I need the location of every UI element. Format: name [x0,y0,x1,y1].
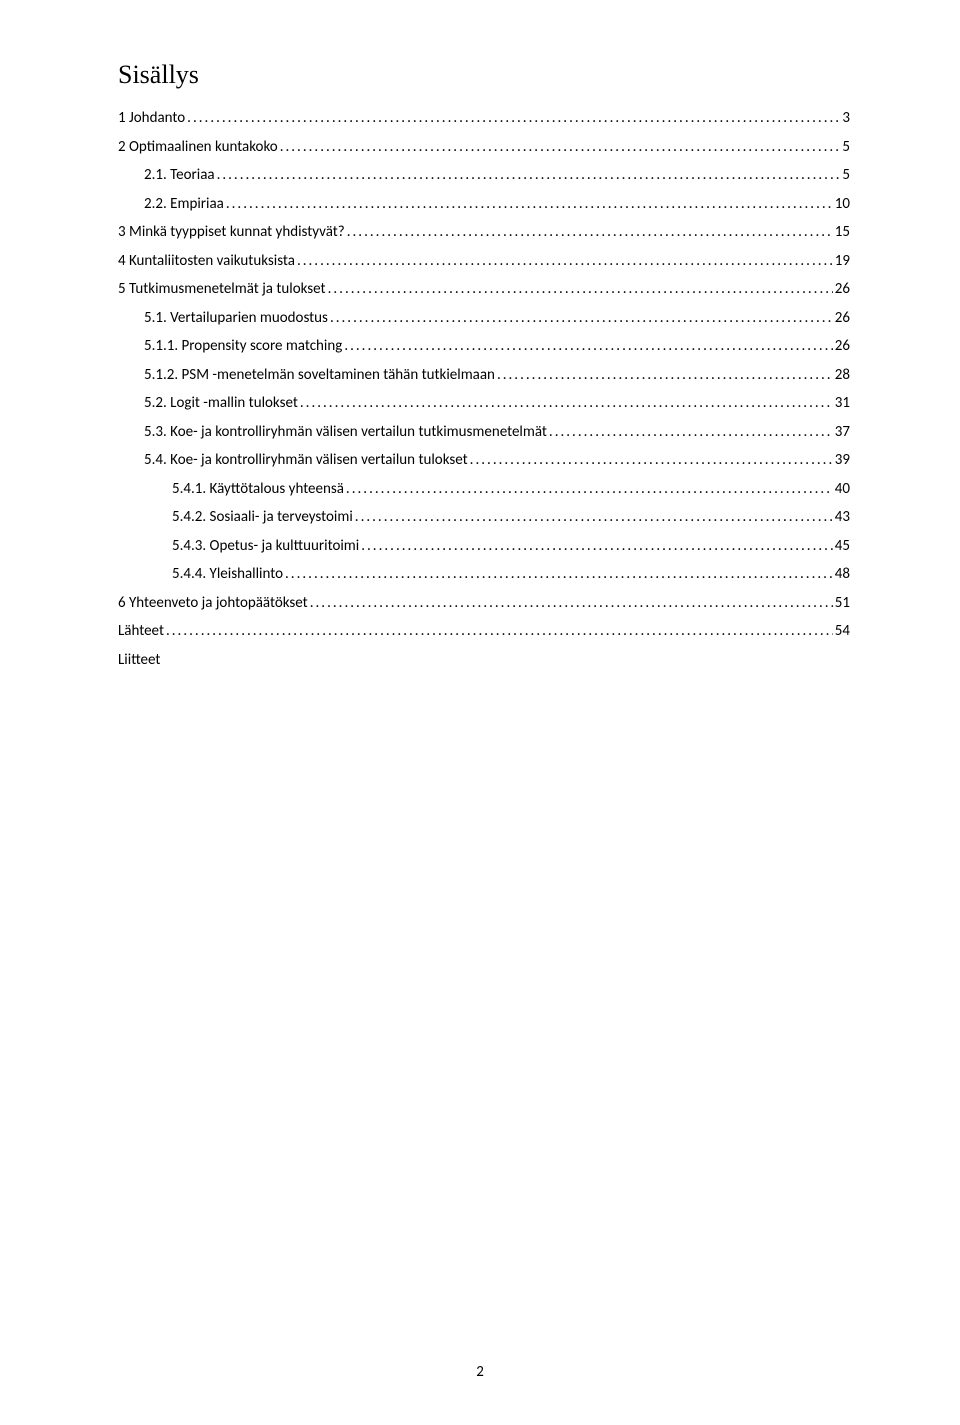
toc-leader-dots [295,247,833,276]
document-page: Sisällys 1 Johdanto32 Optimaalinen kunta… [0,0,960,1425]
toc-entry-label: 5.4. Koe- ja kontrolliryhmän välisen ver… [144,446,468,475]
toc-entry[interactable]: 1 Johdanto 3 [118,104,850,133]
toc-entry-label: 5.4.3. Opetus- ja kulttuuritoimi [172,532,359,561]
toc-entry-label: 5.1. Vertailuparien muodostus [144,304,328,333]
toc-leader-dots [342,332,832,361]
toc-entry[interactable]: 5.2. Logit -mallin tulokset 31 [144,389,850,418]
toc-leader-dots [468,446,833,475]
toc-entry-page: 26 [833,332,850,361]
toc-entry-page: 37 [833,418,850,447]
toc-leader-dots [344,475,833,504]
toc-entry[interactable]: Lähteet 54 [118,617,850,646]
page-title: Sisällys [118,60,850,90]
toc-entry[interactable]: 5.4.3. Opetus- ja kulttuuritoimi 45 [172,532,850,561]
toc-entry[interactable]: 5.4.4. Yleishallinto 48 [172,560,850,589]
toc-entry-page: 5 [840,133,850,162]
toc-entry[interactable]: 5.3. Koe- ja kontrolliryhmän välisen ver… [144,418,850,447]
toc-entry-page: 5 [840,161,850,190]
toc-entry-label: 5.1.1. Propensity score matching [144,332,342,361]
toc-entry-page: 54 [833,617,850,646]
toc-entry-page: 39 [833,446,850,475]
page-number: 2 [0,1363,960,1381]
toc-entry[interactable]: 5 Tutkimusmenetelmät ja tulokset 26 [118,275,850,304]
toc-entry-label: 4 Kuntaliitosten vaikutuksista [118,247,295,276]
toc-entry[interactable]: 5.1. Vertailuparien muodostus 26 [144,304,850,333]
toc-entry-page: 48 [833,560,850,589]
toc-entry-label: Lähteet [118,617,164,646]
toc-entry-page: 26 [833,275,850,304]
toc-leader-dots [278,133,841,162]
toc-entry-page: 19 [833,247,850,276]
toc-leader-dots [298,389,833,418]
toc-entry-page: 10 [833,190,850,219]
toc-entry-label: 5 Tutkimusmenetelmät ja tulokset [118,275,326,304]
toc-entry-label: 2.1. Teoriaa [144,161,215,190]
toc-leader-dots [547,418,833,447]
toc-leader-dots [164,617,833,646]
toc-entry[interactable]: 5.1.2. PSM -menetelmän soveltaminen tähä… [144,361,850,390]
table-of-contents: 1 Johdanto32 Optimaalinen kuntakoko52.1.… [118,104,850,674]
toc-entry[interactable]: 6 Yhteenveto ja johtopäätökset 51 [118,589,850,618]
toc-entry[interactable]: 2 Optimaalinen kuntakoko 5 [118,133,850,162]
toc-leader-dots [328,304,833,333]
toc-entry-page: 45 [833,532,850,561]
toc-entry-label: 5.4.2. Sosiaali- ja terveystoimi [172,503,353,532]
toc-entry-page: 43 [833,503,850,532]
toc-entry-page: 40 [833,475,850,504]
toc-entry-page: 28 [833,361,850,390]
toc-entry-label: Liitteet [118,646,160,675]
toc-leader-dots [185,104,840,133]
toc-entry-page: 3 [840,104,850,133]
toc-leader-dots [359,532,833,561]
toc-entry[interactable]: 2.2. Empiriaa 10 [144,190,850,219]
toc-entry-label: 6 Yhteenveto ja johtopäätökset [118,589,308,618]
toc-entry-label: 5.1.2. PSM -menetelmän soveltaminen tähä… [144,361,495,390]
toc-entry[interactable]: Liitteet [118,646,850,675]
toc-entry-label: 5.2. Logit -mallin tulokset [144,389,298,418]
toc-entry-label: 5.4.1. Käyttötalous yhteensä [172,475,344,504]
toc-leader-dots [308,589,833,618]
toc-entry-page: 31 [833,389,850,418]
toc-entry-label: 2.2. Empiriaa [144,190,224,219]
toc-leader-dots [345,218,833,247]
toc-leader-dots [353,503,833,532]
toc-entry-label: 5.4.4. Yleishallinto [172,560,283,589]
toc-leader-dots [495,361,833,390]
toc-entry-label: 2 Optimaalinen kuntakoko [118,133,278,162]
toc-entry-label: 3 Minkä tyyppiset kunnat yhdistyvät? [118,218,345,247]
toc-entry[interactable]: 5.4. Koe- ja kontrolliryhmän välisen ver… [144,446,850,475]
toc-leader-dots [224,190,833,219]
toc-entry-label: 5.3. Koe- ja kontrolliryhmän välisen ver… [144,418,547,447]
toc-leader-dots [326,275,833,304]
toc-entry[interactable]: 2.1. Teoriaa 5 [144,161,850,190]
toc-entry-page: 15 [833,218,850,247]
toc-leader-dots [283,560,833,589]
toc-entry-label: 1 Johdanto [118,104,185,133]
toc-leader-dots [215,161,841,190]
toc-entry[interactable]: 4 Kuntaliitosten vaikutuksista 19 [118,247,850,276]
toc-entry-page: 26 [833,304,850,333]
toc-entry[interactable]: 5.4.1. Käyttötalous yhteensä 40 [172,475,850,504]
toc-entry[interactable]: 5.1.1. Propensity score matching 26 [144,332,850,361]
toc-entry[interactable]: 5.4.2. Sosiaali- ja terveystoimi 43 [172,503,850,532]
toc-entry[interactable]: 3 Minkä tyyppiset kunnat yhdistyvät? 15 [118,218,850,247]
toc-entry-page: 51 [833,589,850,618]
